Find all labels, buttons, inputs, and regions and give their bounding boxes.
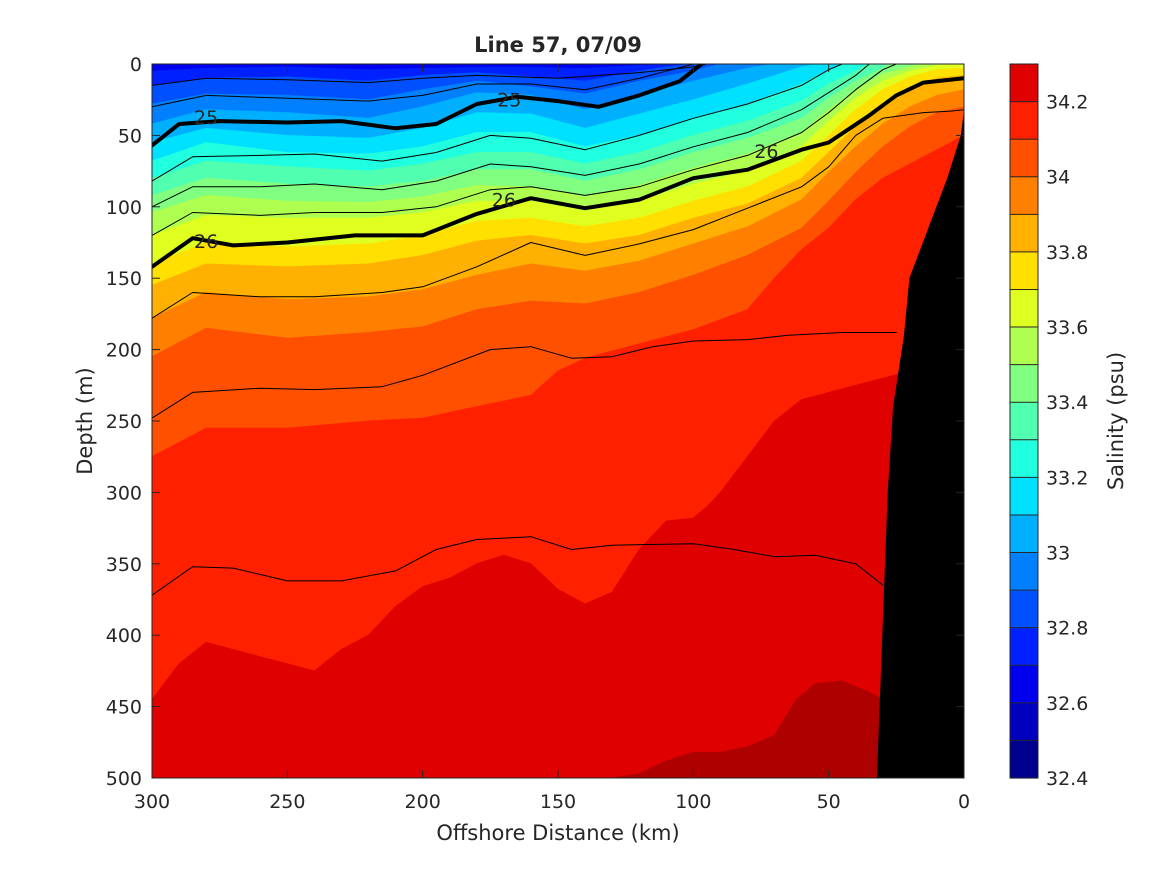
isopycnal-line [152,64,694,108]
x-tick-label: 0 [958,791,970,813]
contour-label: 26 [492,190,516,212]
y-tick-label: 250 [106,411,142,433]
y-tick-label: 150 [106,268,142,290]
colorbar-label: Salinity (psu) [1104,352,1128,490]
isopycnal-line-labeled [152,64,704,148]
contour-label: 26 [754,141,778,163]
isopycnal-line [152,64,870,208]
y-tick-label: 500 [106,768,142,790]
colorbar-frame [1009,63,1039,779]
colorbar-swatch [1010,552,1038,591]
colorbar-tick-label: 33.2 [1046,467,1088,489]
y-tick-label: 350 [106,554,142,576]
isopycnal-line [152,64,843,182]
colorbar-swatch [1010,101,1038,140]
colorbar-swatch [1010,176,1038,215]
colorbar-swatch [1010,139,1038,178]
colorbar-tick-label: 33.8 [1046,242,1088,264]
y-tick-label: 400 [106,625,142,647]
x-axis: 300 250 200 150 100 50 0 [134,64,970,813]
x-tick-label: 200 [405,791,441,813]
colorbar-swatch [1010,702,1038,742]
colorbar-tick-label: 33.6 [1046,317,1088,339]
colorbar-tick-label: 34.2 [1046,92,1088,114]
colorbar-swatch [1010,740,1038,779]
y-axis-label: Depth (m) [73,367,97,474]
colorbar-swatch [1010,251,1038,291]
colorbar-tick-label: 33 [1046,543,1070,565]
x-tick-label: 250 [269,791,305,813]
x-tick-label: 150 [540,791,576,813]
colorbar-swatch [1010,402,1038,441]
colorbar-tick-label: 32.6 [1046,693,1088,715]
colorbar-swatch [1010,289,1038,328]
colorbar-swatch [1010,514,1038,554]
isopycnal-line-labeled [152,76,964,269]
y-tick-label: 50 [118,125,142,147]
colorbar-swatch [1010,214,1038,253]
colorbar-swatch [1010,327,1038,366]
y-tick-label: 100 [106,197,142,219]
colorbar-swatch [1010,477,1038,516]
y-tick-label: 300 [106,482,142,504]
isopycnal-line [152,332,897,419]
isopycnal-line [152,536,884,596]
isopycnal-line [152,64,897,236]
y-tick-label: 200 [106,340,142,362]
colorbar-tick-label: 32.4 [1046,768,1088,790]
colorbar: 34.2 34 33.8 33.6 33.4 33.2 33 32.8 32.6 32.4 [1009,63,1088,790]
colorbar-swatch [1010,590,1038,629]
x-tick-label: 100 [675,791,711,813]
colorbar-tick-label: 34 [1046,167,1070,189]
contour-label: 25 [194,107,218,129]
y-axis: 0 50 100 150 200 250 300 350 400 450 500 [106,54,964,790]
x-axis-label: Offshore Distance (km) [436,821,679,845]
colorbar-swatch [1010,364,1038,403]
isopycnal-layer [152,64,964,596]
contour-label-layer: 25 25 26 26 26 [194,90,778,253]
colorbar-tick-label: 33.4 [1046,392,1088,414]
x-tick-label: 50 [817,791,841,813]
x-tick-label: 300 [134,791,170,813]
salinity-fill-layer [152,64,964,778]
colorbar-swatch [1010,439,1038,478]
isopycnal-line [152,64,708,86]
y-tick-label: 0 [130,54,142,76]
colorbar-tick-label: 32.8 [1046,618,1088,640]
isopycnal-line [152,109,964,319]
colorbar-swatch [1010,627,1038,666]
chart-title: Line 57, 07/09 [474,33,642,57]
y-tick-label: 450 [106,697,142,719]
colorbar-swatch [1010,64,1038,103]
colorbar-swatch [1010,665,1038,704]
contour-label: 25 [497,90,521,112]
contour-label: 26 [194,231,218,253]
